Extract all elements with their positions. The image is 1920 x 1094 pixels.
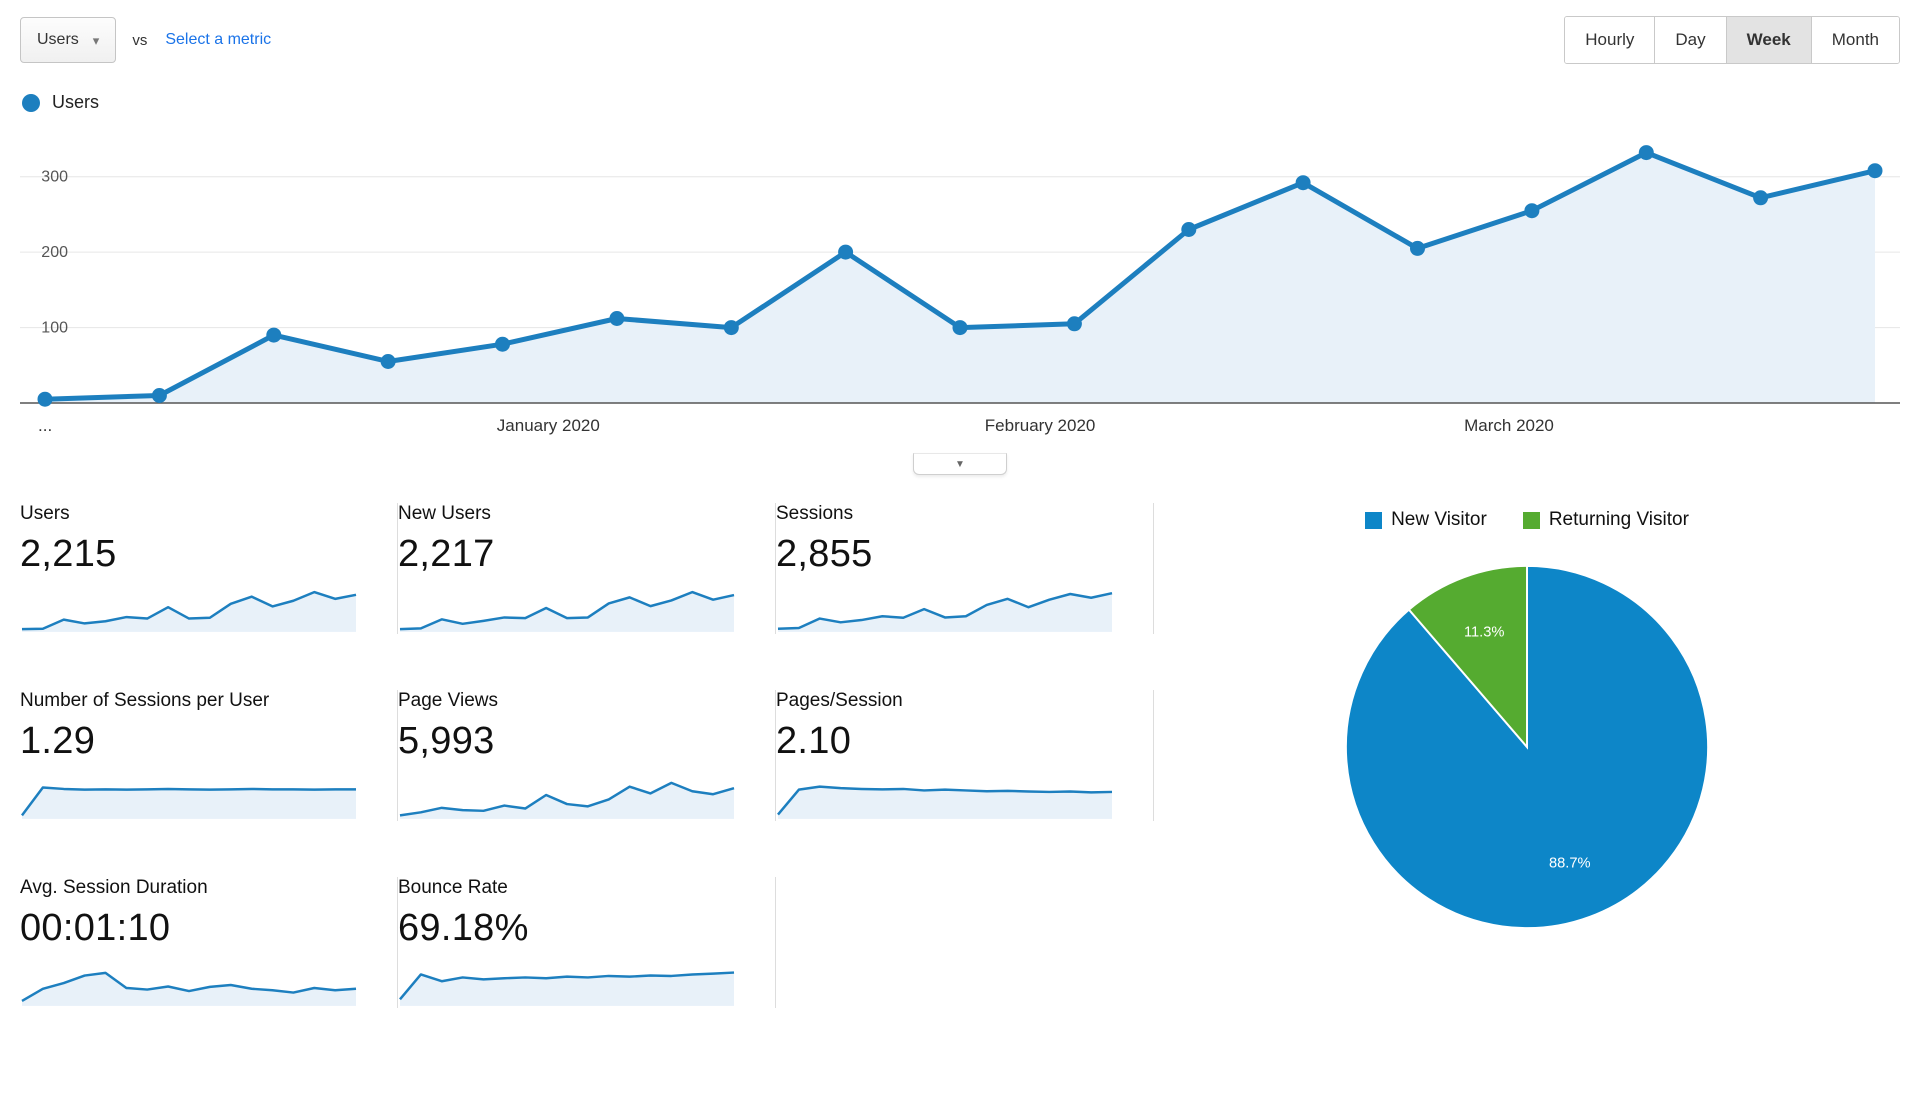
- svg-text:February 2020: February 2020: [985, 416, 1096, 435]
- metric-value: 00:01:10: [20, 907, 171, 949]
- metric-value: 2,217: [398, 533, 495, 575]
- chart-toolbar: Users ▾ vs Select a metric Hourly Day We…: [20, 16, 1900, 64]
- metric-selector-label: Users: [37, 31, 79, 48]
- new-visitor-label: New Visitor: [1391, 509, 1487, 530]
- metric-selector-dropdown[interactable]: Users ▾: [20, 17, 117, 63]
- granularity-week-button[interactable]: Week: [1725, 17, 1811, 63]
- svg-text:200: 200: [41, 244, 68, 261]
- metric-picker-group: Users ▾ vs Select a metric: [20, 17, 271, 63]
- svg-text:100: 100: [41, 320, 68, 337]
- metric-card-pages-per-session: Pages/Session 2.10: [776, 690, 1154, 821]
- returning-visitor-label: Returning Visitor: [1548, 509, 1689, 530]
- metric-label: Page Views: [398, 690, 498, 711]
- svg-text:300: 300: [41, 169, 68, 186]
- metric-label: Bounce Rate: [398, 877, 508, 898]
- metric-value: 5,993: [398, 720, 495, 762]
- metric-card-sessions-per-user: Number of Sessions per User 1.29: [20, 690, 398, 821]
- visitor-type-section: New Visitor Returning Visitor 88.7% 11.3%: [1154, 503, 1900, 1008]
- collapse-arrow-icon: ▼: [955, 458, 965, 470]
- metric-sparkline: [20, 786, 357, 819]
- metric-sparkline: [21, 590, 357, 632]
- series-legend: Users: [22, 92, 1900, 113]
- metrics-summary: Users 2,215 New Users 2,217 Sessions 2,8…: [20, 503, 1154, 1008]
- metric-card-bounce-rate: Bounce Rate 69.18%: [398, 877, 776, 1008]
- metric-card-page-views: Page Views 5,993: [398, 690, 776, 821]
- returning-visitor-legend-item: Returning Visitor: [1522, 509, 1689, 531]
- metric-label: Users: [20, 503, 70, 524]
- svg-text:January 2020: January 2020: [497, 416, 600, 435]
- vs-label: vs: [132, 31, 148, 49]
- metric-value: 2,215: [20, 533, 117, 575]
- main-line-chart: 100 200 300... January 2020 February 2020 Mar…: [20, 145, 1900, 435]
- metric-card-avg-session-duration: Avg. Session Duration 00:01:10: [20, 877, 398, 1008]
- chevron-down-icon: ▾: [92, 32, 100, 48]
- svg-text:...: ...: [38, 416, 52, 435]
- metric-card-users: Users 2,215: [20, 503, 398, 634]
- metric-label: Avg. Session Duration: [20, 877, 208, 898]
- metric-sparkline: [777, 785, 1113, 819]
- collapse-chart-button[interactable]: ▼: [913, 453, 1007, 475]
- pie-legend: New Visitor Returning Visitor: [1365, 509, 1689, 531]
- granularity-day-button[interactable]: Day: [1654, 17, 1726, 63]
- metric-label: Pages/Session: [776, 690, 903, 711]
- svg-text:11.3%: 11.3%: [1464, 624, 1505, 640]
- users-series-dot: [22, 93, 40, 112]
- granularity-month-button[interactable]: Month: [1810, 17, 1899, 63]
- metric-card-new-users: New Users 2,217: [398, 503, 776, 634]
- returning-visitor-swatch: [1522, 511, 1540, 529]
- visitor-pie-chart: 88.7% 11.3%: [1344, 564, 1710, 930]
- summary-section: Users 2,215 New Users 2,217 Sessions 2,8…: [20, 503, 1900, 1008]
- metric-label: Number of Sessions per User: [20, 690, 270, 711]
- svg-text:March 2020: March 2020: [1464, 416, 1554, 435]
- metric-label: Sessions: [776, 503, 854, 524]
- metric-card-sessions: Sessions 2,855: [776, 503, 1154, 634]
- metric-value: 69.18%: [398, 907, 529, 949]
- metric-value: 2.10: [776, 720, 852, 762]
- granularity-hourly-button[interactable]: Hourly: [1565, 17, 1655, 63]
- select-metric-link[interactable]: Select a metric: [165, 31, 272, 48]
- metric-sparkline: [399, 971, 735, 1006]
- metric-sparkline: [21, 971, 357, 1006]
- metric-sparkline: [777, 591, 1113, 632]
- metric-label: New Users: [398, 503, 491, 524]
- granularity-toggle: Hourly Day Week Month: [1564, 16, 1900, 64]
- users-series-label: Users: [52, 92, 100, 112]
- new-visitor-legend-item: New Visitor: [1365, 509, 1487, 531]
- metric-sparkline: [399, 590, 735, 632]
- new-visitor-swatch: [1365, 511, 1383, 529]
- svg-text:88.7%: 88.7%: [1549, 855, 1591, 871]
- metric-value: 1.29: [20, 720, 96, 762]
- metric-sparkline: [399, 781, 735, 819]
- audience-overview-page: Users ▾ vs Select a metric Hourly Day We…: [20, 16, 1900, 1008]
- metric-value: 2,855: [776, 533, 873, 575]
